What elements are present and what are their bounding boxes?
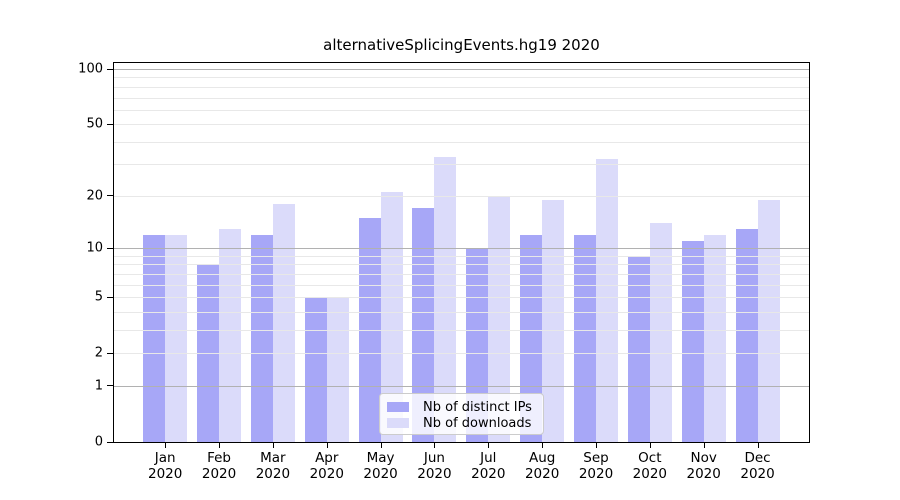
bar-oct-distinct-ips <box>627 255 650 442</box>
y-axis-tick-label: 10 <box>86 240 103 256</box>
minor-gridline <box>114 124 809 126</box>
x-axis-tick <box>488 443 490 448</box>
y-axis-tick <box>107 195 113 197</box>
x-axis-tick <box>380 443 382 448</box>
bar-aug-distinct-ips <box>520 234 543 442</box>
y-axis-tick <box>107 123 113 125</box>
bar-mar-downloads <box>272 204 295 442</box>
y-axis-tick-label: 0 <box>94 434 103 450</box>
minor-gridline <box>114 329 809 331</box>
bar-aug-downloads <box>542 199 565 442</box>
x-axis-label-nov: Nov 2020 <box>686 450 721 482</box>
x-axis-tick <box>165 443 167 448</box>
bar-dec-distinct-ips <box>735 228 758 442</box>
major-gridline <box>114 248 809 250</box>
x-axis-label-feb: Feb 2020 <box>201 450 237 482</box>
minor-gridline <box>114 255 809 257</box>
minor-gridline <box>114 109 809 111</box>
major-gridline <box>114 69 809 70</box>
bar-apr-distinct-ips <box>304 297 327 442</box>
plot-area: Nb of distinct IPs Nb of downloads <box>113 62 810 443</box>
x-axis-tick <box>757 443 759 448</box>
minor-gridline <box>114 297 809 299</box>
bar-nov-downloads <box>703 234 726 442</box>
bar-mar-distinct-ips <box>250 234 273 442</box>
bar-sep-distinct-ips <box>574 234 596 442</box>
minor-gridline <box>114 77 809 79</box>
y-axis-tick <box>107 352 113 354</box>
minor-gridline <box>114 86 809 88</box>
bar-jan-distinct-ips <box>143 234 166 442</box>
bar-jun-downloads <box>434 157 457 442</box>
bar-dec-downloads <box>757 199 780 442</box>
y-axis-tick-label: 50 <box>86 116 103 132</box>
x-axis-tick <box>703 443 705 448</box>
y-axis-tick-label: 20 <box>86 188 103 204</box>
x-axis-label-jun: Jun 2020 <box>417 450 452 482</box>
legend-swatch-downloads <box>387 418 409 428</box>
major-gridline <box>114 385 809 387</box>
x-axis-label-may: May 2020 <box>363 450 398 482</box>
bar-feb-downloads <box>219 228 242 442</box>
legend-label-distinct-ips: Nb of distinct IPs <box>423 399 532 415</box>
x-axis-label-jan: Jan 2020 <box>148 450 183 482</box>
x-axis-label-mar: Mar 2020 <box>255 450 291 482</box>
minor-gridline <box>114 311 809 313</box>
bar-apr-downloads <box>326 297 349 442</box>
x-axis-label-dec: Dec 2020 <box>740 450 775 482</box>
x-axis-tick <box>434 443 436 448</box>
x-axis-tick <box>326 443 328 448</box>
bar-may-downloads <box>380 192 403 442</box>
x-axis-label-jul: Jul 2020 <box>471 450 506 482</box>
y-axis-tick <box>107 247 113 249</box>
x-axis-tick <box>649 443 651 448</box>
y-axis-tick-label: 5 <box>94 289 103 305</box>
minor-gridline <box>114 195 809 197</box>
x-axis-tick <box>542 443 544 448</box>
x-axis-tick <box>596 443 597 448</box>
minor-gridline <box>114 273 809 275</box>
minor-gridline <box>114 264 809 266</box>
y-axis-tick-label: 100 <box>78 61 103 77</box>
minor-gridline <box>114 164 809 166</box>
y-axis-tick <box>107 441 113 443</box>
bar-jan-downloads <box>165 234 188 442</box>
bar-jun-distinct-ips <box>412 208 435 442</box>
bar-oct-downloads <box>649 223 672 442</box>
x-axis-label-apr: Apr 2020 <box>309 450 344 482</box>
legend-item-downloads: Nb of downloads <box>386 415 543 431</box>
legend-item-distinct-ips: Nb of distinct IPs <box>386 399 543 415</box>
x-axis-label-aug: Aug 2020 <box>524 450 560 482</box>
x-axis-tick <box>219 443 221 448</box>
chart-title: alternativeSplicingEvents.hg19 2020 <box>323 36 600 54</box>
minor-gridline <box>114 97 809 99</box>
legend: Nb of distinct IPs Nb of downloads <box>379 393 544 435</box>
y-axis-tick <box>107 296 113 298</box>
legend-swatch-distinct-ips <box>387 402 409 412</box>
bar-feb-distinct-ips <box>197 264 220 442</box>
minor-gridline <box>114 353 809 355</box>
bar-nov-distinct-ips <box>681 241 704 442</box>
y-axis-tick-label: 1 <box>94 378 103 394</box>
minor-gridline <box>114 141 809 143</box>
x-axis-label-oct: Oct 2020 <box>632 450 668 482</box>
minor-gridline <box>114 284 809 286</box>
legend-label-downloads: Nb of downloads <box>423 415 532 431</box>
x-axis-tick <box>272 443 274 448</box>
x-axis-label-sep: Sep 2020 <box>578 450 614 482</box>
y-axis-tick-label: 2 <box>94 345 103 361</box>
y-axis-tick <box>107 68 113 70</box>
bar-sep-downloads <box>596 159 618 442</box>
bar-jul-downloads <box>488 195 511 442</box>
y-axis-tick <box>107 385 113 387</box>
